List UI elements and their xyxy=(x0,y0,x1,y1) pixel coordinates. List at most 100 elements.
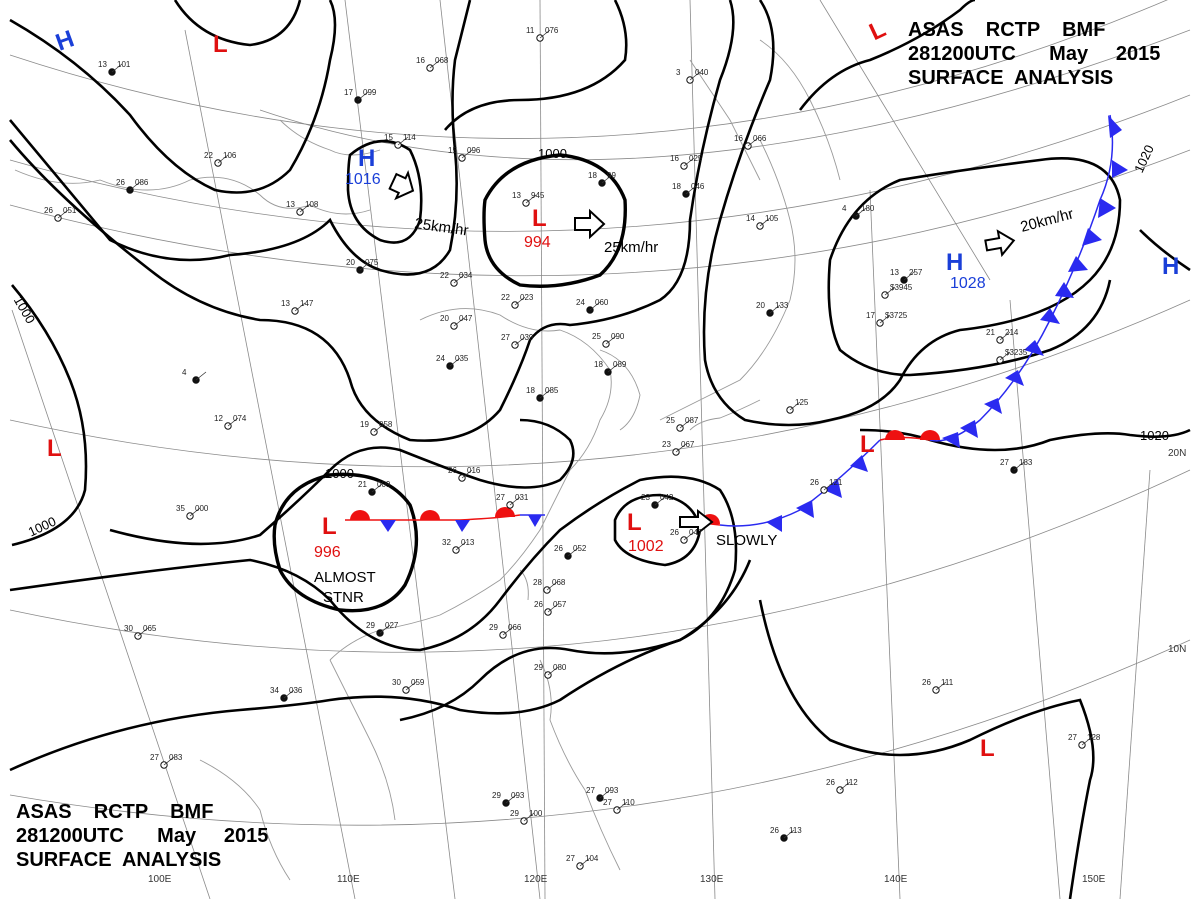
station-temperature: 32 xyxy=(442,538,451,547)
lon-label: 150E xyxy=(1082,874,1106,885)
station-plot: 17 099 xyxy=(344,88,377,104)
station-temperature: 11 xyxy=(526,26,535,35)
wind-barb-icon xyxy=(884,286,896,296)
station-pressure: 035 xyxy=(455,354,469,363)
station-pressure: 087 xyxy=(685,416,699,425)
station-plot: 30 059 xyxy=(392,678,425,694)
isobar-label: 1020 xyxy=(1140,428,1169,443)
station-plot: 26 112 xyxy=(826,778,858,794)
wind-barb-icon xyxy=(509,496,521,506)
wind-barb-icon xyxy=(589,301,601,311)
station-pressure: 089 xyxy=(613,360,627,369)
station-plot: 4 xyxy=(182,368,207,384)
longitude-lines xyxy=(11,0,1151,899)
station-temperature: 29 xyxy=(366,621,375,630)
title-line-2: 281200UTC May 2015 xyxy=(908,43,1161,65)
station-pressure: 013 xyxy=(461,538,475,547)
wind-barb-icon xyxy=(539,29,551,39)
wind-barb-icon xyxy=(689,71,701,81)
station-plot: 22 106 xyxy=(204,151,237,167)
arrow-icon xyxy=(574,208,606,240)
speed-label: 25km/hr xyxy=(604,239,658,256)
warm-front-semicircles xyxy=(350,430,940,524)
lat-label: 20N xyxy=(1168,448,1186,459)
wind-barb-icon xyxy=(453,317,465,327)
wind-barb-icon xyxy=(547,603,559,613)
speed-label: ALMOST xyxy=(314,569,376,586)
station-pressure: 066 xyxy=(508,623,522,632)
station-pressure: 080 xyxy=(553,663,567,672)
station-pressure: 075 xyxy=(365,258,379,267)
station-plot: 24 060 xyxy=(576,298,609,314)
station-temperature: 26 xyxy=(44,206,53,215)
station-pressure: 183 xyxy=(1019,458,1033,467)
lon-label: 130E xyxy=(700,874,724,885)
station-temperature: 3 xyxy=(676,68,681,77)
station-plot: 27 093 xyxy=(586,786,619,802)
wind-barb-icon xyxy=(879,314,891,324)
wind-barb-icon xyxy=(547,666,559,676)
station-plot: 35 000 xyxy=(176,504,209,520)
station-plot: 26 121 xyxy=(810,478,843,494)
station-temperature: 27 xyxy=(603,798,612,807)
station-temperature: 27 xyxy=(1068,733,1077,742)
station-plot: 14 105 xyxy=(746,214,779,230)
wind-barb-icon xyxy=(514,336,526,346)
station-temperature: 30 xyxy=(392,678,401,687)
station-plot: 13 101 xyxy=(98,60,131,76)
station-pressure: 257 xyxy=(909,268,923,277)
station-plot: 18 089 xyxy=(594,360,627,376)
station-plot: 32 013 xyxy=(442,538,475,554)
station-temperature: 4 xyxy=(182,368,187,377)
station-pressure: 106 xyxy=(223,151,237,160)
station-plot: 21 214 xyxy=(986,328,1019,344)
station-pressure: 047 xyxy=(689,528,703,537)
station-pressure: 067 xyxy=(681,440,695,449)
station-plot: 34 036 xyxy=(270,686,303,702)
station-pressure: 074 xyxy=(233,414,247,423)
station-plot: 23 042 xyxy=(641,493,674,509)
arrow-icon xyxy=(984,229,1016,258)
station-plot: 29 027 xyxy=(366,621,399,637)
station-plot: 13 945 xyxy=(512,191,545,207)
title-line-3: SURFACE ANALYSIS xyxy=(908,67,1114,89)
station-pressure: 034 xyxy=(459,271,473,280)
high-pressure-label: H xyxy=(358,145,375,172)
wind-barb-icon xyxy=(789,401,801,411)
station-plot: 22 034 xyxy=(440,271,473,287)
lon-label: 120E xyxy=(524,874,548,885)
station-pressure: 059 xyxy=(411,678,425,687)
station-pressure: 068 xyxy=(552,578,566,587)
wind-barb-icon xyxy=(189,507,201,517)
station-plot: 12 074 xyxy=(214,414,247,430)
station-plot: 22 023 xyxy=(501,293,534,309)
station-plot: 25 087 xyxy=(666,416,699,432)
station-plot: 13 147 xyxy=(281,299,314,315)
wind-barb-icon xyxy=(294,302,306,312)
wind-barb-icon xyxy=(163,756,175,766)
low-pressure-label: L xyxy=(322,513,337,540)
station-pressure: 093 xyxy=(605,786,619,795)
wind-barb-icon xyxy=(57,209,69,219)
station-pressure: 112 xyxy=(845,778,858,787)
station-pressure: 101 xyxy=(117,60,131,69)
lat-label: 10N xyxy=(1168,644,1186,655)
wind-barb-icon xyxy=(605,335,617,345)
station-temperature: 22 xyxy=(204,151,213,160)
high-pressure-value: 1016 xyxy=(345,171,381,188)
station-plots: 13 101 16 068 11 076 17 099 15 114 22 106 26 086 26 051… xyxy=(44,26,1101,870)
low-pressure-value: 1002 xyxy=(628,538,664,555)
station-plot: 27 110 xyxy=(603,798,635,814)
station-temperature: 29 xyxy=(534,663,543,672)
station-plot: 27 031 xyxy=(496,493,529,509)
wind-barb-icon xyxy=(455,541,467,551)
wind-barb-icon xyxy=(111,63,123,73)
cold-front-triangles xyxy=(380,115,1128,532)
station-temperature: 22 xyxy=(440,271,449,280)
station-pressure: 047 xyxy=(459,314,473,323)
wind-barb-icon xyxy=(397,136,409,146)
wind-barb-icon xyxy=(299,203,311,213)
speed-label: SLOWLY xyxy=(716,532,777,549)
wind-barb-icon xyxy=(373,423,385,433)
station-temperature: 23 xyxy=(662,440,671,449)
